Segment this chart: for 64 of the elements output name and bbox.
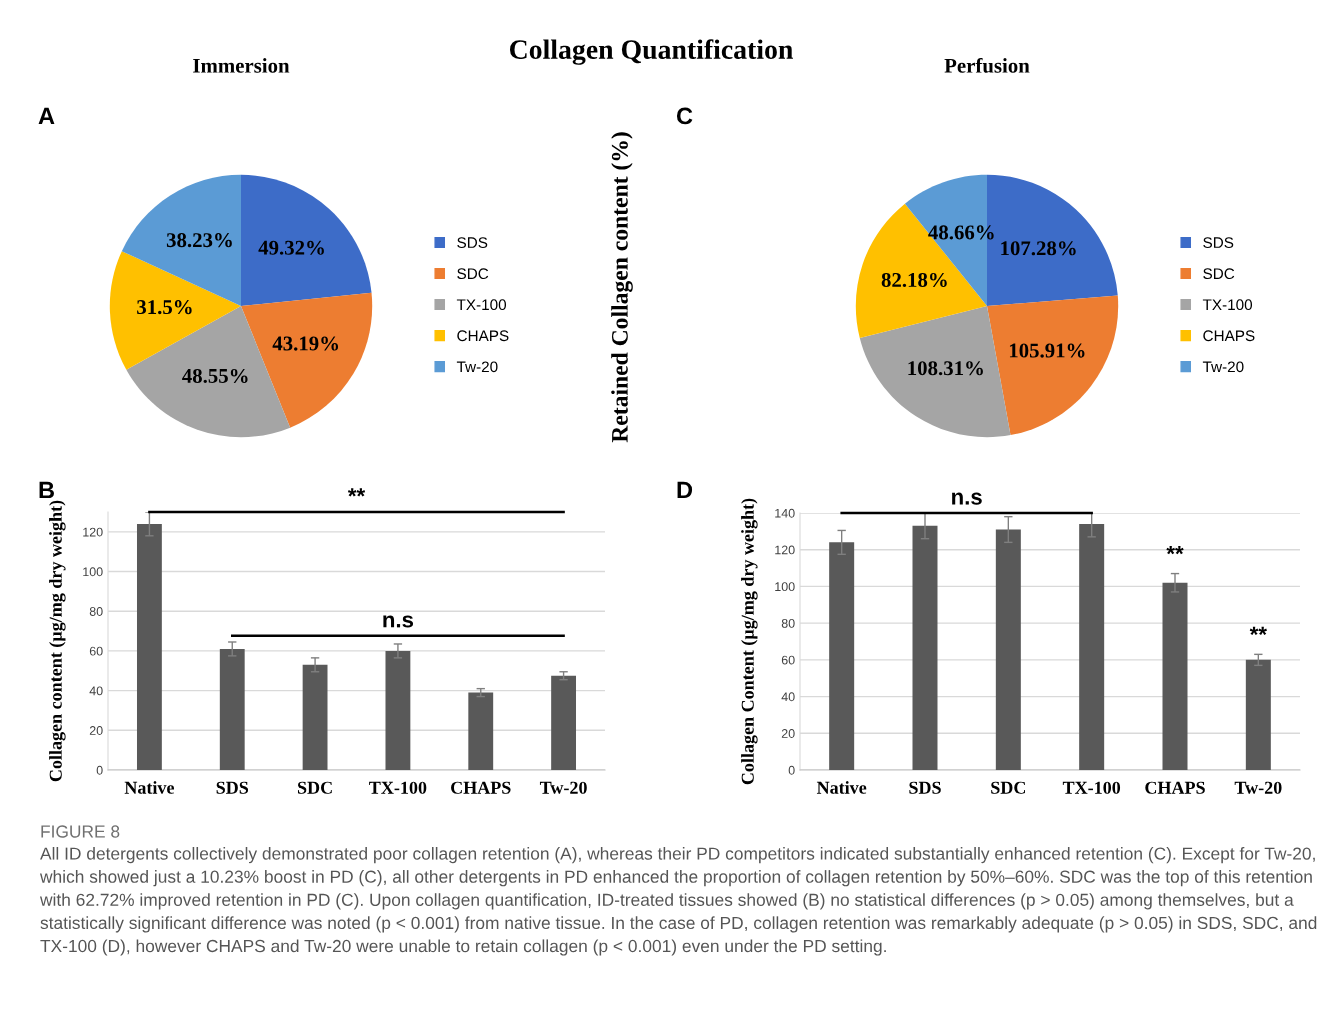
data-label: 49.32%	[258, 240, 324, 255]
data-label: 105.91%	[1009, 343, 1085, 358]
y-axis-title: Collagen Content (µg/mg dry weight)	[741, 498, 758, 785]
legend-label: Tw-20	[456, 361, 498, 373]
legend-label: CHAPS	[1203, 330, 1255, 342]
text: n.s	[952, 492, 982, 505]
chart-title: Perfusion	[944, 57, 1030, 73]
y-tick-label: 40	[781, 692, 795, 702]
y-tick-label: 120	[775, 545, 795, 555]
y-axis-title: Collagen content (µg/mg dry weight)	[49, 500, 66, 782]
y-tick-label: 120	[83, 527, 103, 537]
y-tick-label: 0	[788, 765, 795, 775]
x-tick-label: TX-100	[369, 781, 427, 794]
legend-label: TX-100	[1202, 299, 1253, 311]
annotation: **	[1166, 545, 1184, 555]
y-tick-label: 20	[781, 729, 795, 738]
x-tick-label: SDC	[991, 781, 1026, 794]
legend-label: SDS	[1203, 237, 1234, 249]
text: All ID detergents collectively demonstrated poor collagen retention (A), whereas their PD competitors indicated substantially enhanced retention (C). Except for Tw-20, which showed just a 10.23% boost in PD (C), all other detergents in PD enhanced the proportion of collagen retention by 50%–60%. SDC was the top of this retention with 62.72% improved retention in PD (C). Upon collagen quantification, ID-treated tissues showed (B) no statistical differences (p > 0.05) among themselves, but a statistically significant difference was noted (p < 0.001) from native tissue. In the case of PD, collagen retention was remarkably adequate (p > 0.05) in SDS, SDC, and TX-100 (D), however CHAPS and Tw-20 were unable to retain collagen (p < 0.001) even under the PD setting.	[39, 847, 1317, 956]
x-tick-label: Tw-20	[539, 781, 587, 794]
x-tick-label: Native	[124, 781, 175, 794]
legend-label: SDC	[1203, 268, 1235, 280]
text: B	[39, 481, 54, 499]
data-label: 43.19%	[272, 336, 339, 351]
data-label: 48.66%	[928, 225, 994, 240]
y-tick-label: 80	[89, 607, 103, 616]
x-tick-label: SDC	[297, 781, 332, 794]
text: Retained Collagen content (%)	[611, 132, 633, 443]
x-tick-label: Native	[816, 781, 867, 794]
y-tick-label: 140	[775, 508, 795, 518]
y-tick-label: 20	[89, 726, 103, 735]
y-tick-label: 100	[775, 582, 795, 592]
x-tick-label: TX-100	[1062, 781, 1121, 794]
data-label: 48.55%	[182, 368, 248, 384]
data-label: 82.18%	[881, 272, 947, 288]
caption: FIGURE 8	[41, 825, 120, 838]
legend-label: CHAPS	[457, 330, 509, 342]
y-tick-label: 60	[89, 646, 103, 656]
legend-label: SDC	[457, 268, 489, 280]
x-tick-label: Tw-20	[1234, 781, 1282, 794]
text: **	[347, 488, 366, 497]
annotation: n.s	[383, 615, 414, 628]
data-label: 31.5%	[137, 300, 192, 315]
y-tick-label: 100	[83, 567, 103, 577]
x-tick-label: SDS	[216, 781, 249, 794]
data-label: 38.23%	[166, 233, 232, 248]
legend-label: SDS	[457, 237, 488, 249]
y-tick-label: 80	[781, 618, 795, 628]
x-tick-label: CHAPS	[1145, 781, 1205, 794]
x-tick-label: SDS	[909, 781, 941, 794]
x-tick-label: CHAPS	[451, 781, 511, 794]
annotation: **	[1249, 626, 1267, 636]
chart-title: Immersion	[193, 58, 290, 73]
text: Collagen Quantification	[510, 39, 793, 65]
text: C	[676, 107, 693, 125]
legend-label: Tw-20	[1202, 361, 1244, 373]
y-tick-label: 0	[96, 765, 103, 775]
data-label: 107.28%	[1001, 241, 1076, 256]
text: A	[38, 107, 55, 125]
data-label: 108.31%	[908, 361, 983, 376]
y-tick-label: 60	[781, 655, 795, 665]
text: D	[677, 481, 693, 499]
y-tick-label: 40	[89, 686, 103, 696]
legend-label: TX-100	[456, 299, 507, 311]
